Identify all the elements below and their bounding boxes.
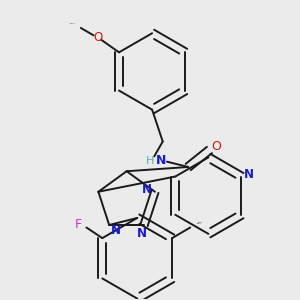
Text: O: O — [211, 140, 221, 153]
Text: N: N — [244, 168, 254, 181]
Text: methoxy: methoxy — [70, 22, 76, 24]
Text: methyl: methyl — [196, 223, 202, 224]
Text: N: N — [141, 183, 152, 196]
Text: N: N — [155, 154, 166, 167]
Text: O: O — [93, 31, 102, 44]
Text: methyl: methyl — [198, 222, 203, 223]
Text: N: N — [137, 227, 147, 240]
Text: F: F — [74, 218, 82, 231]
Text: H: H — [146, 156, 154, 166]
Text: N: N — [110, 224, 121, 237]
